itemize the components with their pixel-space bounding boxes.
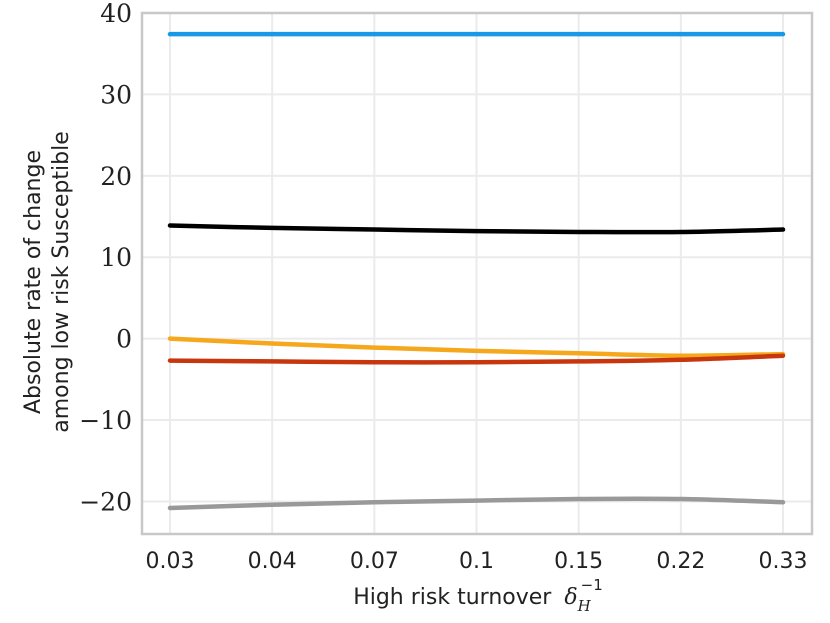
series-line-black xyxy=(167,223,786,235)
x-tick-label: 0.03 xyxy=(146,549,195,574)
y-tick-label: 30 xyxy=(100,80,132,109)
x-tick-labels: 0.03 0.04 0.07 0.1 0.15 0.22 0.33 xyxy=(146,549,808,574)
plot-frame xyxy=(140,11,814,536)
x-axis-label-superscript: −1 xyxy=(581,576,603,594)
x-tick-label: 0.04 xyxy=(248,549,297,574)
y-tick-label: 40 xyxy=(100,0,132,28)
x-axis-label-subscript: H xyxy=(577,597,592,615)
series-lines xyxy=(167,31,786,511)
y-tick-label: 0 xyxy=(116,325,132,354)
y-tick-label: −10 xyxy=(79,406,132,435)
x-axis-label: High risk turnover δH −1 xyxy=(353,576,603,615)
x-tick-label: 0.33 xyxy=(759,549,808,574)
x-axis-label-symbol: δ xyxy=(564,585,577,610)
y-axis-label-line1: Absolute rate of change xyxy=(21,150,46,414)
y-axis-label-line2: among low risk Susceptible xyxy=(49,131,74,433)
y-axis-label: Absolute rate of change among low risk S… xyxy=(21,131,74,433)
series-line-red xyxy=(167,353,786,365)
grid xyxy=(142,12,812,534)
y-tick-label: −20 xyxy=(79,487,132,516)
y-tick-labels: −20 −10 0 10 20 30 40 xyxy=(79,0,132,516)
x-tick-label: 0.1 xyxy=(459,549,494,574)
x-tick-label: 0.22 xyxy=(656,549,705,574)
x-tick-label: 0.07 xyxy=(350,549,399,574)
x-axis-label-text: High risk turnover xyxy=(353,585,552,610)
series-line-gray xyxy=(167,496,786,511)
y-tick-label: 10 xyxy=(100,243,132,272)
x-tick-label: 0.15 xyxy=(554,549,603,574)
series-line-yellow xyxy=(167,336,786,358)
y-tick-label: 20 xyxy=(100,162,132,191)
